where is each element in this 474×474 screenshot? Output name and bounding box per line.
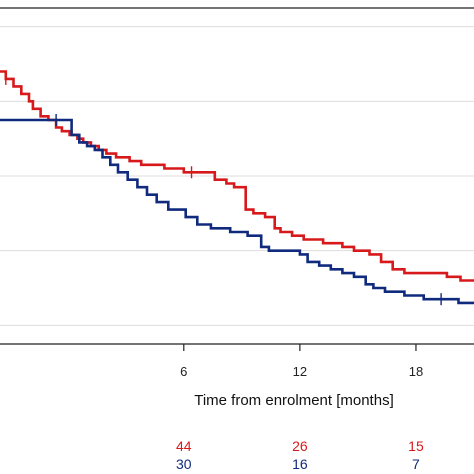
x-axis-title: Time from enrolment [months] <box>194 392 394 409</box>
grid-lines <box>0 26 474 326</box>
survival-curve-red <box>0 70 474 282</box>
risk-count-blue-2: 7 <box>412 456 420 472</box>
risk-count-blue-0: 30 <box>176 456 192 472</box>
risk-count-blue-1: 16 <box>292 456 308 472</box>
x-tick-label-2: 18 <box>409 364 423 379</box>
number-at-risk-table: 44 26 15 30 16 7 <box>176 438 424 472</box>
risk-count-red-1: 26 <box>292 438 308 454</box>
x-tick-label-0: 6 <box>180 364 187 379</box>
survival-curves <box>0 70 474 306</box>
survival-curve-blue <box>0 118 474 305</box>
x-tick-label-1: 12 <box>293 364 307 379</box>
x-axis-ticks: 6 12 18 <box>180 344 423 379</box>
risk-count-red-0: 44 <box>176 438 192 454</box>
risk-count-red-2: 15 <box>408 438 424 454</box>
